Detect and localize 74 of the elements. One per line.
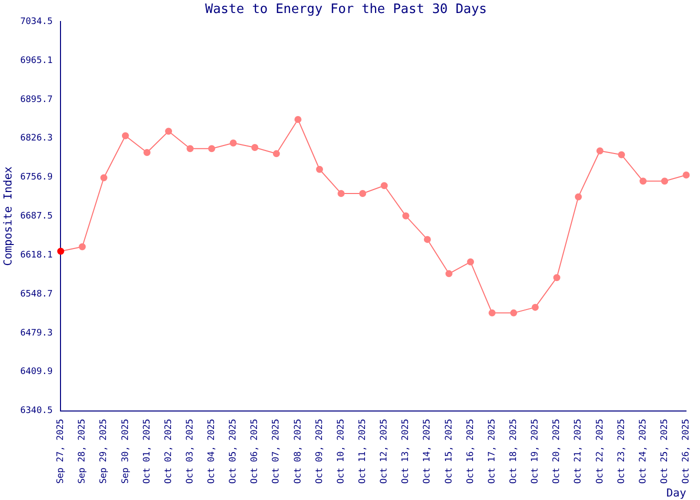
x-tick-label: Oct 14, 2025 (422, 418, 433, 484)
point (78, 243, 86, 250)
x-tick-label: Oct 11, 2025 (358, 418, 368, 484)
x-tick-label: Oct 07, 2025 (272, 418, 282, 484)
point (402, 212, 410, 220)
y-tick-label: 6826.3 (20, 134, 53, 144)
x-tick-label: Oct 10, 2025 (336, 418, 346, 484)
x-tick-label: Oct 19, 2025 (530, 418, 541, 484)
x-tick-label: Sep 27, 2025 (56, 418, 66, 484)
point (208, 145, 216, 152)
point (445, 270, 452, 278)
x-tick-label: Oct 17, 2025 (487, 418, 498, 484)
point (57, 248, 64, 255)
x-tick-label: Oct 03, 2025 (185, 418, 196, 484)
x-tick-label: Oct 01, 2025 (142, 418, 152, 484)
x-tick-label: Oct 18, 2025 (508, 418, 519, 484)
point (380, 182, 388, 190)
point (100, 174, 108, 182)
point (122, 132, 129, 140)
point (510, 309, 518, 316)
x-tick-label: Oct 20, 2025 (552, 418, 562, 484)
point (230, 140, 237, 147)
y-tick-label: 6409.9 (20, 367, 53, 378)
point (488, 309, 496, 316)
point (596, 147, 604, 154)
x-tick-label: Oct 26, 2025 (682, 418, 692, 484)
x-tick-label: Oct 15, 2025 (444, 418, 454, 484)
point (424, 236, 431, 243)
y-tick-label: 6965.1 (20, 56, 53, 66)
chart-title: Waste to Energy For the Past 30 Days (205, 2, 487, 18)
x-tick-label: Oct 16, 2025 (466, 418, 476, 484)
point (574, 193, 582, 200)
y-tick-label: 6340.5 (20, 406, 53, 416)
point (661, 178, 668, 185)
point (186, 145, 194, 152)
point (165, 128, 172, 135)
x-tick-label: Sep 30, 2025 (120, 418, 131, 484)
x-tick-label: Oct 09, 2025 (314, 418, 325, 484)
y-tick-label: 7034.5 (20, 16, 53, 27)
point (640, 178, 647, 185)
x-tick-label: Oct 23, 2025 (616, 418, 627, 484)
point (467, 258, 474, 266)
point (143, 149, 150, 156)
point (316, 166, 324, 173)
point (338, 190, 345, 197)
point (294, 116, 302, 123)
x-tick-label: Oct 22, 2025 (595, 418, 606, 484)
x-axis-title: Day (666, 486, 687, 500)
x-tick-label: Oct 21, 2025 (574, 418, 584, 484)
x-tick-label: Oct 02, 2025 (164, 418, 174, 484)
point (532, 304, 539, 311)
x-tick-label: Oct 12, 2025 (380, 418, 390, 484)
x-tick-label: Oct 25, 2025 (660, 418, 670, 484)
point (618, 151, 625, 158)
y-tick-label: 6548.7 (20, 289, 53, 300)
point (553, 274, 560, 282)
y-tick-label: 6687.5 (20, 212, 53, 222)
y-tick-label: 6756.9 (20, 172, 53, 183)
y-tick-label: 6479.3 (20, 328, 53, 338)
point (272, 150, 280, 158)
y-axis-title: Composite Index (1, 166, 14, 266)
point (359, 190, 366, 197)
x-tick-label: Oct 05, 2025 (228, 418, 239, 484)
x-tick-label: Sep 28, 2025 (78, 418, 88, 484)
x-tick-label: Sep 29, 2025 (99, 418, 110, 484)
x-tick-label: Oct 24, 2025 (638, 418, 648, 484)
x-tick-label: Oct 04, 2025 (207, 418, 218, 484)
y-tick-label: 6618.1 (20, 250, 53, 260)
point (682, 171, 690, 178)
x-tick-label: Oct 06, 2025 (250, 418, 260, 484)
point (251, 144, 258, 151)
x-tick-label: Oct 13, 2025 (401, 418, 412, 484)
y-tick-label: 6895.7 (20, 94, 53, 105)
x-tick-label: Oct 08, 2025 (293, 418, 304, 484)
